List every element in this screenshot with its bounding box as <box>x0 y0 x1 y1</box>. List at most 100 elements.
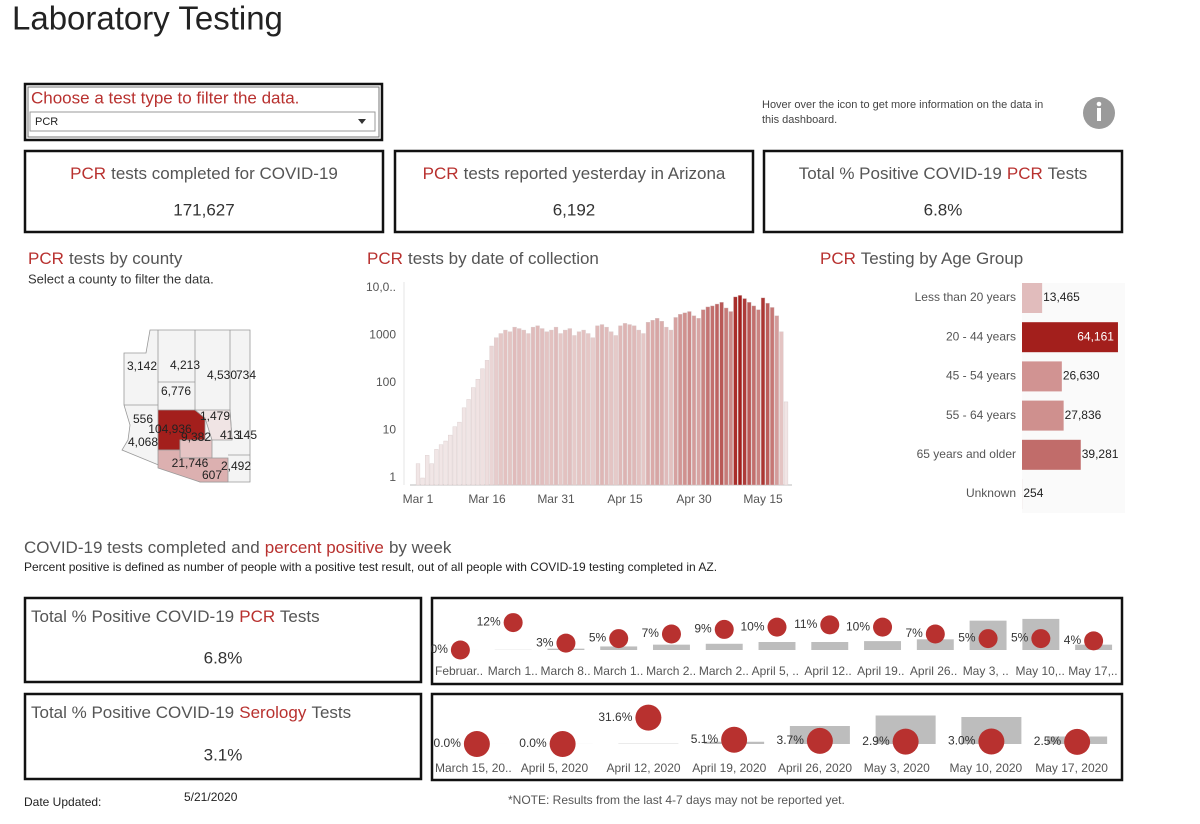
bar <box>751 305 756 486</box>
x-tick-label: March 1.. <box>593 664 643 678</box>
chart-title-part: Testing by Age Group <box>861 249 1024 268</box>
filter-selected[interactable]: PCR <box>35 116 58 128</box>
bar <box>572 335 577 486</box>
bar <box>609 331 614 486</box>
bar <box>916 639 954 650</box>
county-label[interactable]: 21,746 <box>172 456 209 470</box>
point <box>892 728 919 755</box>
filter-select[interactable] <box>29 111 376 132</box>
weekly-kpi-title: Total % Positive COVID-19 PCR Tests <box>31 607 320 626</box>
kpi-title: PCR tests reported yesterday in Arizona <box>423 164 726 183</box>
info-icon-stem[interactable] <box>1097 108 1101 121</box>
y-tick-label: 10 <box>383 423 397 437</box>
bar <box>650 319 655 486</box>
bar <box>779 331 784 486</box>
county-label[interactable]: 104,936 <box>148 422 192 436</box>
point <box>767 617 787 637</box>
bar <box>664 326 669 486</box>
point-label: 2.5% <box>1034 734 1062 748</box>
point <box>1064 728 1091 755</box>
bar <box>581 329 586 486</box>
x-tick-label: Mar 1 <box>403 492 434 506</box>
bar <box>645 322 651 486</box>
bar <box>756 309 761 486</box>
kpi-title: PCR tests completed for COVID-19 <box>70 164 338 183</box>
county-gila[interactable] <box>193 409 233 441</box>
weekly-kpi-box <box>23 692 423 781</box>
bar <box>540 328 545 486</box>
weekly-kpi-value: 3.1% <box>204 745 243 764</box>
bar <box>652 644 690 650</box>
kpi-box <box>393 149 755 234</box>
category-label: Less than 20 years <box>915 290 1016 304</box>
point-label: 2.9% <box>862 734 890 748</box>
page-title: Laboratory Testing <box>12 0 283 37</box>
bar <box>517 328 522 486</box>
point <box>463 731 490 757</box>
county-label[interactable]: 607 <box>202 468 222 482</box>
bar <box>461 407 467 486</box>
point <box>820 615 840 635</box>
x-tick-label: April 5, .. <box>752 664 799 678</box>
point <box>714 619 734 639</box>
county-label[interactable]: 734 <box>236 368 256 382</box>
point-label: 9% <box>694 622 712 636</box>
point-label: 0.0% <box>519 736 547 750</box>
bar <box>742 298 747 486</box>
county-pima[interactable] <box>157 449 229 483</box>
x-tick-label: March 1.. <box>488 664 538 678</box>
dropdown-arrow[interactable] <box>358 119 366 124</box>
county-label[interactable]: 6,776 <box>161 384 191 398</box>
bar <box>494 337 499 486</box>
x-tick-label: May 17,.. <box>1068 664 1117 678</box>
y-tick-label: 10,0.. <box>366 280 396 294</box>
county-label[interactable]: 2,492 <box>221 459 251 473</box>
bar <box>783 401 789 486</box>
bar <box>710 305 715 486</box>
point <box>978 728 1005 755</box>
weekly-title-part: by week <box>389 538 452 557</box>
county-label[interactable]: 4,068 <box>128 435 158 449</box>
info-icon[interactable] <box>1083 97 1115 129</box>
value-label: 254 <box>1023 486 1043 500</box>
kpi-title-part: Tests <box>1048 164 1088 183</box>
y-tick-label: 100 <box>376 375 396 389</box>
bar <box>811 642 849 650</box>
county-label[interactable]: 4,530 <box>207 368 237 382</box>
x-tick-label: April 12.. <box>804 664 851 678</box>
bar <box>696 318 701 486</box>
weekly-title-part: percent positive <box>265 538 384 557</box>
bar <box>544 331 549 486</box>
kpi-title-part: PCR <box>70 164 106 183</box>
bar <box>498 333 503 486</box>
x-tick-label: March 2.. <box>646 664 696 678</box>
bar <box>701 309 706 486</box>
info-icon-dot[interactable] <box>1096 101 1102 107</box>
x-tick-label: April 26.. <box>910 664 957 678</box>
x-tick-label: May 3, 2020 <box>864 761 930 775</box>
bar <box>466 399 471 486</box>
county-label[interactable]: 9,382 <box>181 430 211 444</box>
point-label: 10% <box>740 619 764 633</box>
chart-title-part: PCR <box>367 249 403 268</box>
county-label[interactable]: 556 <box>133 412 153 426</box>
bar <box>864 641 902 650</box>
bar <box>627 324 632 486</box>
county-label[interactable]: 413 <box>220 428 240 442</box>
bar <box>724 307 729 486</box>
x-tick-label: April 12, 2020 <box>607 761 681 775</box>
category-label: 20 - 44 years <box>946 329 1016 343</box>
value-label: 13,465 <box>1043 290 1080 304</box>
county-label[interactable]: 145 <box>237 428 257 442</box>
county-label[interactable]: 3,142 <box>127 359 157 373</box>
county-label[interactable]: 1,479 <box>200 409 230 423</box>
chart-title: PCR tests by date of collection <box>367 249 599 268</box>
point <box>873 617 893 637</box>
county-label[interactable]: 4,213 <box>170 358 200 372</box>
point-label: 7% <box>905 626 923 640</box>
bar <box>1022 322 1118 353</box>
bar <box>613 335 618 486</box>
bar <box>760 297 766 486</box>
bar <box>737 295 743 486</box>
point <box>635 704 662 731</box>
